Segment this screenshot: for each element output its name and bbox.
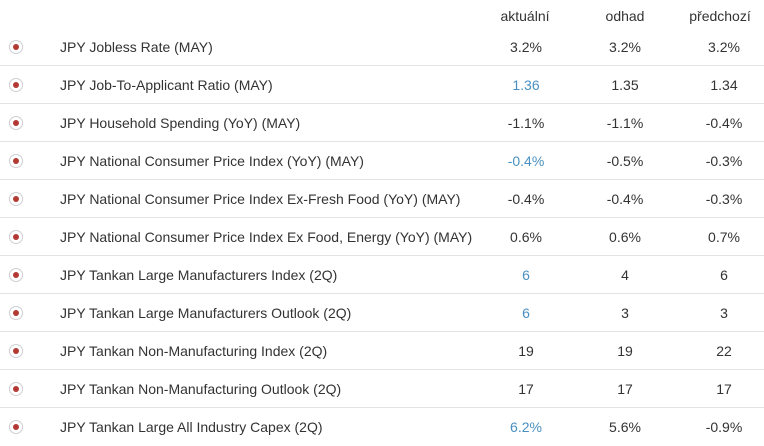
- previous-value: -0.3%: [705, 153, 743, 169]
- header-actual: aktuální: [500, 8, 550, 24]
- actual-value: 1.36: [512, 77, 540, 93]
- importance-dot-icon: [9, 78, 23, 92]
- event-name: JPY National Consumer Price Index Ex-Fre…: [60, 191, 461, 207]
- estimate-value: 1.35: [611, 77, 639, 93]
- estimate-value: 0.6%: [609, 229, 641, 245]
- previous-value: 17: [716, 381, 732, 397]
- event-name: JPY Tankan Large All Industry Capex (2Q): [60, 419, 323, 435]
- actual-value: 3.2%: [510, 39, 542, 55]
- estimate-value: 3.2%: [609, 39, 641, 55]
- table-row[interactable]: JPY National Consumer Price Index (YoY) …: [0, 142, 764, 180]
- event-name: JPY Tankan Large Manufacturers Index (2Q…: [60, 267, 338, 283]
- previous-value: 22: [716, 343, 732, 359]
- estimate-value: 17: [617, 381, 633, 397]
- table-row[interactable]: JPY Tankan Non-Manufacturing Index (2Q) 1…: [0, 332, 764, 370]
- actual-value: 6: [522, 267, 530, 283]
- table-row[interactable]: JPY Tankan Large Manufacturers Outlook (…: [0, 294, 764, 332]
- importance-dot-icon: [9, 116, 23, 130]
- importance-dot-icon: [9, 382, 23, 396]
- previous-value: 6: [720, 267, 728, 283]
- actual-value: 6.2%: [510, 419, 542, 435]
- estimate-value: -0.4%: [606, 191, 644, 207]
- previous-value: 0.7%: [708, 229, 740, 245]
- actual-value: -0.4%: [507, 191, 545, 207]
- importance-dot-icon: [9, 230, 23, 244]
- estimate-value: 4: [621, 267, 629, 283]
- event-name: JPY Jobless Rate (MAY): [60, 39, 213, 55]
- importance-dot-icon: [9, 154, 23, 168]
- table-row[interactable]: JPY Tankan Non-Manufacturing Outlook (2Q…: [0, 370, 764, 408]
- importance-dot-icon: [9, 40, 23, 54]
- previous-value: -0.9%: [705, 419, 743, 435]
- table-row[interactable]: JPY Job-To-Applicant Ratio (MAY) 1.36 1.35…: [0, 66, 764, 104]
- table-body: JPY Jobless Rate (MAY) 3.2% 3.2% 3.2% JPY Jo…: [0, 28, 764, 446]
- estimate-value: 19: [617, 343, 633, 359]
- table-row[interactable]: JPY Tankan Large Manufacturers Index (2Q…: [0, 256, 764, 294]
- previous-value: -0.4%: [705, 115, 743, 131]
- event-name: JPY Household Spending (YoY) (MAY): [60, 115, 301, 131]
- event-name: JPY National Consumer Price Index (YoY) …: [60, 153, 364, 169]
- actual-value: -0.4%: [507, 153, 545, 169]
- actual-value: 0.6%: [510, 229, 542, 245]
- previous-value: 3.2%: [708, 39, 740, 55]
- event-name: JPY Tankan Large Manufacturers Outlook (…: [60, 305, 352, 321]
- importance-dot-icon: [9, 268, 23, 282]
- previous-value: 3: [720, 305, 728, 321]
- table-row[interactable]: JPY Tankan Large All Industry Capex (2Q)…: [0, 408, 764, 446]
- previous-value: -0.3%: [705, 191, 743, 207]
- table-row[interactable]: JPY Jobless Rate (MAY) 3.2% 3.2% 3.2%: [0, 28, 764, 66]
- table-row[interactable]: JPY National Consumer Price Index Ex Foo…: [0, 218, 764, 256]
- event-name: JPY Tankan Non-Manufacturing Index (2Q): [60, 343, 328, 359]
- estimate-value: 5.6%: [609, 419, 641, 435]
- importance-dot-icon: [9, 420, 23, 434]
- event-name: JPY Tankan Non-Manufacturing Outlook (2Q…: [60, 381, 342, 397]
- previous-value: 1.34: [710, 77, 738, 93]
- table-row[interactable]: JPY Household Spending (YoY) (MAY) -1.1% -…: [0, 104, 764, 142]
- header-estimate: odhad: [605, 8, 645, 24]
- importance-dot-icon: [9, 344, 23, 358]
- estimate-value: 3: [621, 305, 629, 321]
- actual-value: 19: [518, 343, 534, 359]
- importance-dot-icon: [9, 192, 23, 206]
- estimate-value: -0.5%: [606, 153, 644, 169]
- header-previous: předchozí: [689, 8, 751, 24]
- estimate-value: -1.1%: [606, 115, 644, 131]
- actual-value: -1.1%: [507, 115, 545, 131]
- table-header: aktuální odhad předchozí: [0, 0, 764, 28]
- event-name: JPY National Consumer Price Index Ex Foo…: [60, 229, 473, 245]
- table-row[interactable]: JPY National Consumer Price Index Ex-Fre…: [0, 180, 764, 218]
- actual-value: 17: [518, 381, 534, 397]
- importance-dot-icon: [9, 306, 23, 320]
- actual-value: 6: [522, 305, 530, 321]
- event-name: JPY Job-To-Applicant Ratio (MAY): [60, 77, 273, 93]
